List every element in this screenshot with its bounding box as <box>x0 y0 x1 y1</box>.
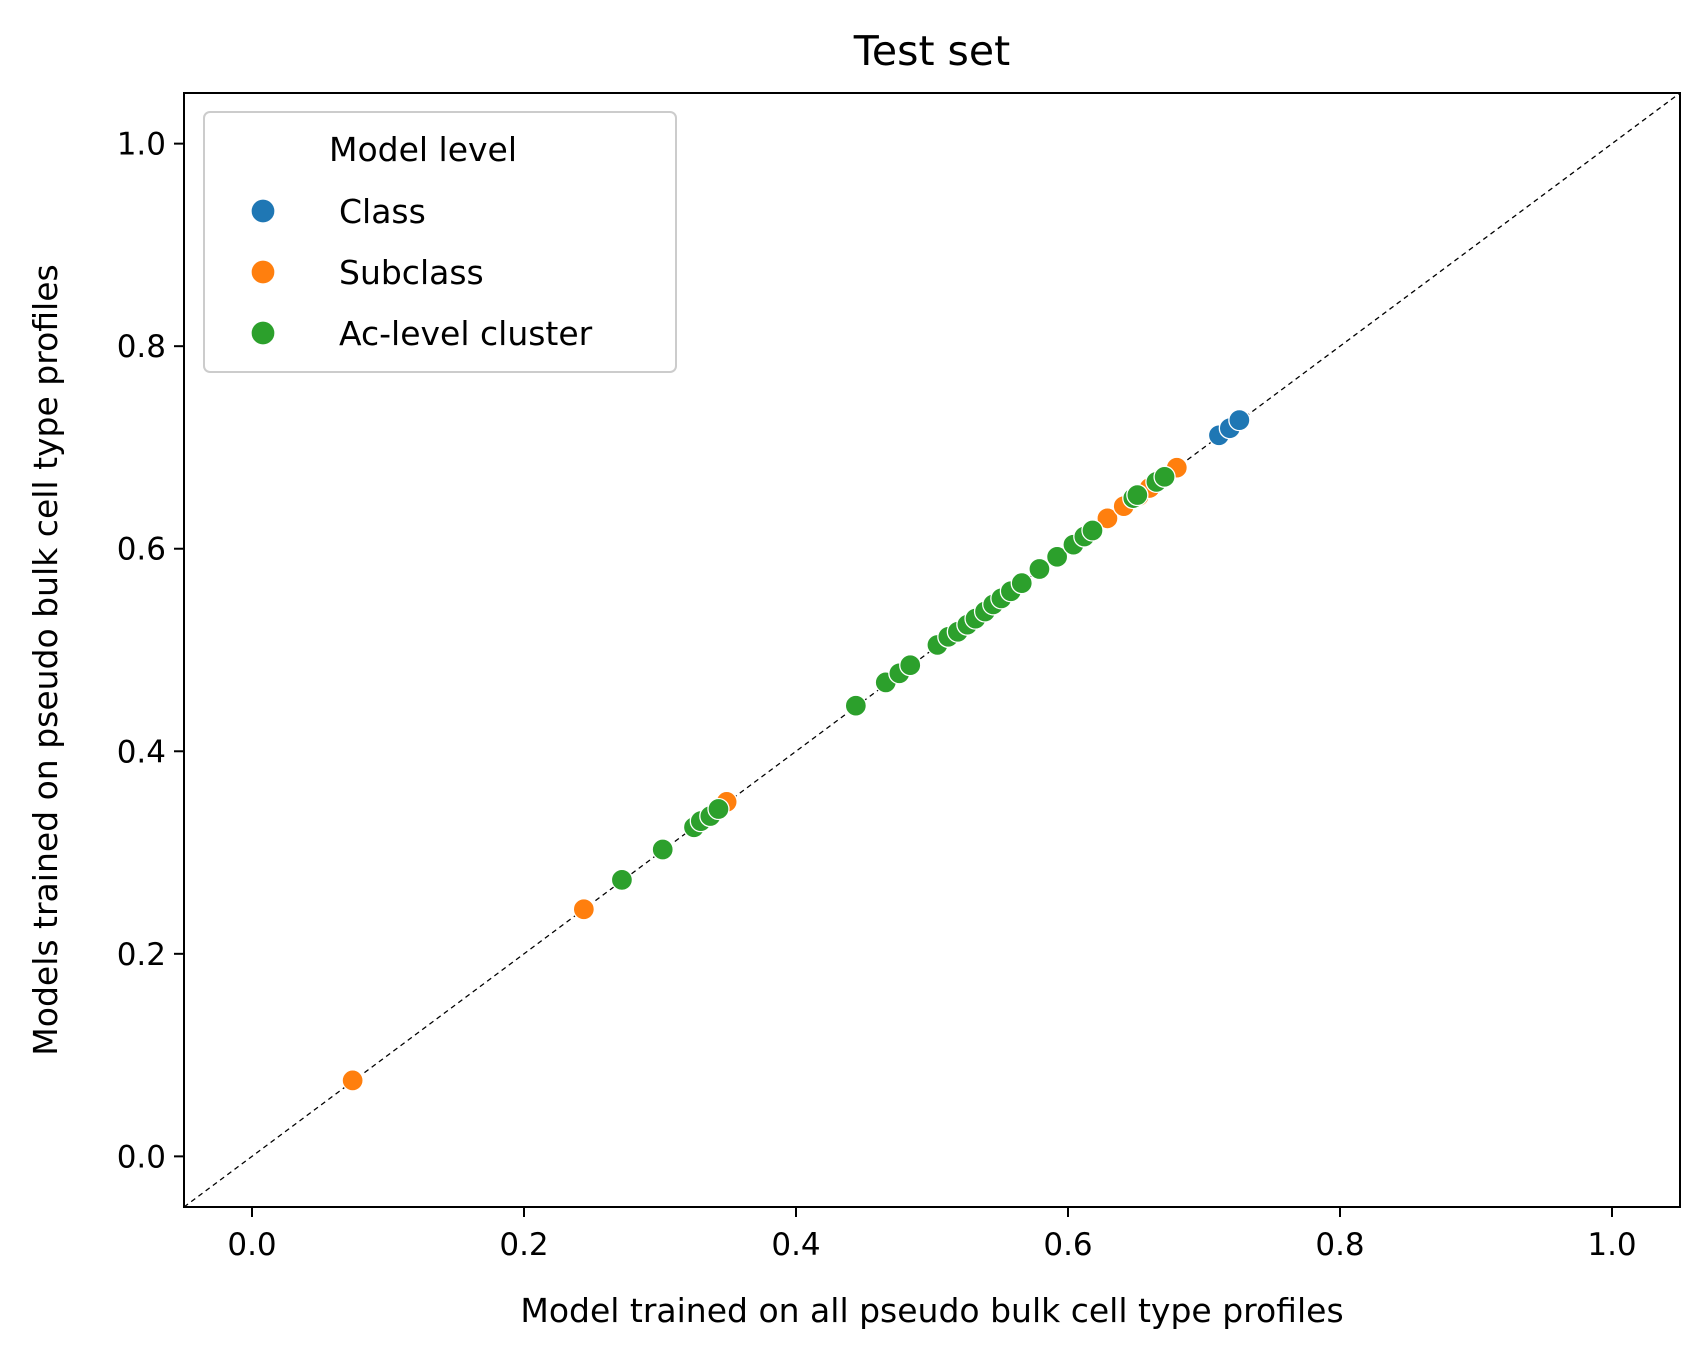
data-point <box>899 654 922 677</box>
data-point <box>1081 519 1104 542</box>
x-tick-label: 0.8 <box>1315 1227 1364 1263</box>
data-point <box>1096 507 1119 530</box>
legend-marker <box>250 198 276 224</box>
data-point <box>844 694 867 717</box>
chart-title: Test set <box>853 27 1010 75</box>
data-point <box>1126 483 1149 507</box>
data-point <box>1010 572 1033 595</box>
x-tick-label: 0.4 <box>771 1227 820 1263</box>
y-tick-label: 0.6 <box>117 532 166 568</box>
plot-frame <box>183 92 1681 1208</box>
legend-entry-label: Ac-level cluster <box>339 314 593 353</box>
axis-layer: 0.0 0.2 0.4 0.6 0.8 1.0 0.0 0.2 0.4 0.6 0.8 1.0 <box>117 92 1681 1263</box>
data-point <box>572 898 595 921</box>
legend-entry-label: Class <box>339 192 426 231</box>
x-tick-label: 1.0 <box>1587 1227 1636 1263</box>
data-point <box>1153 465 1176 488</box>
data-point <box>1228 408 1251 432</box>
series-0 <box>1207 408 1251 447</box>
y-tick-label: 1.0 <box>117 127 166 163</box>
legend-title: Model level <box>329 130 517 169</box>
data-point <box>1028 557 1051 581</box>
y-tick-label: 0.4 <box>117 734 166 770</box>
legend-entry-label: Subclass <box>339 253 484 292</box>
y-axis-label: Models trained on pseudo bulk cell type … <box>26 264 65 1055</box>
legend: Model level Class Subclass Ac-level cluster <box>203 111 677 373</box>
legend-marker <box>250 259 276 285</box>
data-point <box>341 1069 364 1092</box>
data-point <box>707 797 730 821</box>
identity-reference-line <box>183 92 1681 1208</box>
y-tick-label: 0.8 <box>117 329 166 365</box>
legend-marker <box>250 320 276 346</box>
x-tick-label: 0.6 <box>1043 1227 1092 1263</box>
y-tick-label: 0.2 <box>117 937 166 973</box>
series-2 <box>610 465 1176 892</box>
data-point <box>610 868 634 892</box>
legend-box <box>203 111 677 373</box>
data-point <box>651 838 674 861</box>
x-tick-label: 0.2 <box>499 1227 548 1263</box>
y-tick-label: 0.0 <box>117 1139 166 1175</box>
x-axis-label: Model trained on all pseudo bulk cell ty… <box>520 1291 1343 1330</box>
x-tick-label: 0.0 <box>227 1227 276 1263</box>
data-layer <box>183 92 1681 1208</box>
data-point <box>1045 545 1069 568</box>
